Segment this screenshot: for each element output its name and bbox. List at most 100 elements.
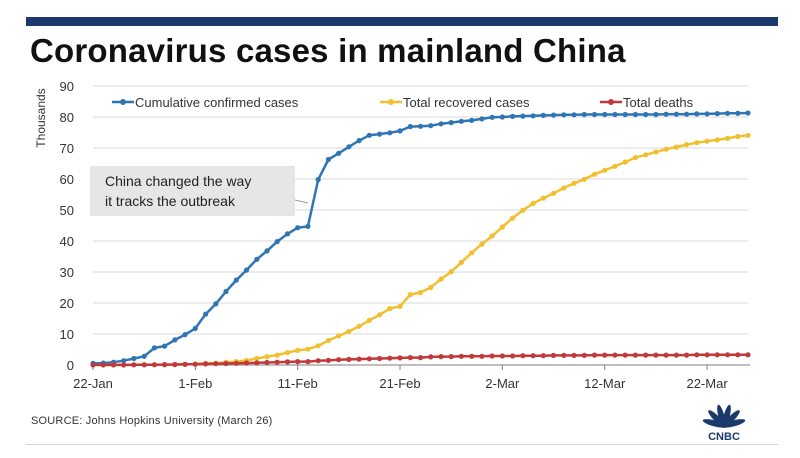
legend-swatch-marker (608, 99, 614, 105)
data-point (591, 171, 598, 177)
y-tick-label: 10 (60, 327, 74, 342)
data-point (561, 112, 567, 118)
data-point (110, 362, 117, 368)
data-point (254, 360, 260, 366)
x-tick-label: 2-Mar (485, 376, 520, 391)
data-point (530, 200, 536, 207)
data-point (704, 111, 710, 117)
data-point (438, 354, 444, 360)
data-point (673, 352, 680, 358)
data-point (397, 355, 403, 361)
data-point (438, 276, 444, 282)
data-point (366, 132, 372, 138)
x-tick-label: 1-Feb (178, 376, 212, 391)
series-1 (90, 110, 751, 366)
data-point (100, 362, 106, 368)
data-point (571, 112, 577, 118)
data-point (469, 250, 475, 256)
data-point (448, 354, 454, 360)
data-point (673, 144, 680, 150)
x-tick-label: 21-Feb (379, 376, 420, 391)
data-point (561, 352, 567, 358)
cnbc-logo: CNBC (702, 404, 746, 442)
data-point (632, 155, 639, 161)
data-point (151, 345, 157, 351)
data-point (448, 269, 454, 275)
legend-swatch-marker (388, 99, 394, 105)
data-point (643, 352, 649, 358)
data-point (714, 352, 720, 358)
data-point (694, 140, 700, 146)
data-point (622, 159, 628, 165)
data-point (735, 133, 741, 140)
data-point (581, 111, 587, 118)
data-point (704, 138, 710, 144)
data-point (745, 352, 751, 358)
data-point (520, 353, 526, 359)
data-point (131, 355, 137, 362)
data-point (417, 289, 424, 296)
data-point (377, 355, 383, 362)
annotation-line-1: China changed the way (105, 173, 251, 189)
data-point (550, 112, 557, 118)
data-point (653, 149, 659, 155)
data-point (336, 357, 342, 363)
data-point (591, 111, 598, 118)
data-point (571, 180, 577, 186)
data-point (284, 350, 291, 356)
data-point (724, 135, 731, 141)
data-point (274, 352, 280, 358)
data-point (397, 303, 403, 309)
data-point (602, 111, 608, 118)
data-point (346, 356, 352, 362)
data-point (622, 111, 628, 118)
data-point (499, 224, 505, 230)
data-point (417, 355, 424, 361)
data-point (387, 130, 393, 136)
data-point (254, 256, 260, 262)
data-point (714, 111, 720, 117)
y-tick-label: 20 (60, 296, 74, 311)
data-point (417, 123, 424, 129)
y-tick-label: 70 (60, 141, 74, 156)
data-point (684, 111, 690, 117)
data-point (377, 131, 383, 137)
top-accent-bar (26, 17, 778, 26)
data-point (499, 353, 505, 359)
data-point (284, 231, 291, 237)
data-point (274, 239, 280, 245)
data-point (387, 355, 393, 361)
data-point (366, 317, 372, 323)
data-point (735, 110, 741, 116)
data-point (264, 354, 270, 360)
y-tick-label: 90 (60, 79, 74, 94)
data-point (684, 142, 690, 148)
data-point (550, 190, 557, 196)
data-point (397, 128, 403, 134)
y-tick-label: 40 (60, 234, 74, 249)
data-point (407, 124, 413, 130)
data-point (295, 225, 301, 231)
y-tick-label: 50 (60, 203, 74, 218)
legend-item-3: Total deaths (600, 95, 694, 110)
data-point (684, 352, 690, 358)
annotation-line-2: it tracks the outbreak (105, 193, 236, 209)
data-point (315, 343, 321, 349)
data-point (121, 358, 127, 364)
data-point (602, 352, 608, 358)
legend: Cumulative confirmed cases Total recovere… (112, 95, 694, 110)
data-point (694, 111, 700, 117)
data-point (325, 357, 331, 363)
data-point (489, 233, 495, 239)
source-note: SOURCE: Johns Hopkins University (March … (31, 415, 273, 427)
data-point (550, 352, 557, 358)
data-point (663, 111, 669, 117)
data-point (213, 301, 219, 307)
y-tick-label: 80 (60, 110, 74, 125)
data-point (632, 352, 639, 358)
data-point (458, 353, 464, 359)
data-point (694, 352, 700, 358)
data-point (663, 146, 669, 152)
y-tick-label: 0 (67, 358, 74, 373)
